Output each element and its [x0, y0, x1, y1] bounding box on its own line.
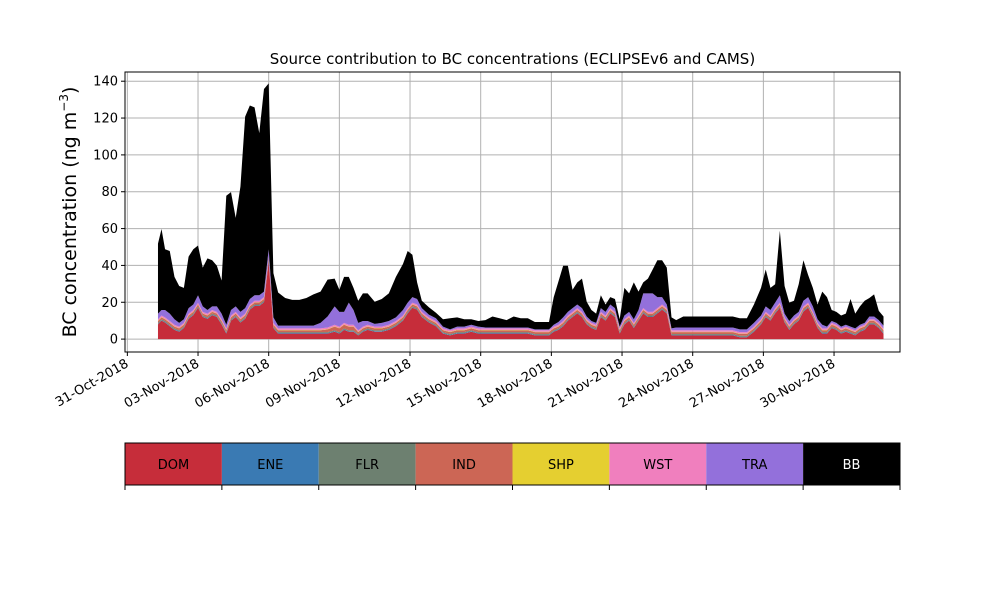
y-axis-label-exponent: −3 [57, 94, 71, 112]
y-tick-label: 100 [93, 148, 118, 163]
legend-swatch-tra [706, 443, 804, 485]
legend-swatch-flr [318, 443, 416, 485]
legend-label-wst: WST [643, 458, 672, 473]
legend-swatch-bb [803, 443, 900, 485]
y-axis-label-close: ) [59, 87, 81, 94]
area-series-dom [157, 261, 884, 340]
y-tick-label: 40 [101, 259, 118, 274]
y-tick-label: 120 [93, 112, 118, 127]
legend-swatch-wst [609, 443, 707, 485]
legend-label-shp: SHP [548, 458, 574, 473]
y-tick-label: 60 [101, 222, 118, 237]
legend-swatch-shp [512, 443, 610, 485]
y-axis-label-main: BC concentration (ng m [59, 112, 81, 338]
legend-swatch-dom [125, 443, 222, 485]
y-tick-label: 80 [101, 185, 118, 200]
legend-label-tra: TRA [741, 458, 767, 473]
legend-label-dom: DOM [158, 458, 189, 473]
y-axis: 0 20 40 60 80 100 120 140 [93, 75, 125, 348]
y-tick-label: 140 [93, 75, 118, 90]
legend-label-ene: ENE [257, 458, 283, 473]
legend-label-flr: FLR [355, 458, 379, 473]
chart-title: Source contribution to BC concentrations… [270, 50, 755, 68]
y-tick-label: 0 [110, 333, 118, 348]
area-series-bb [157, 83, 884, 330]
y-axis-label: BC concentration (ng m−3) [57, 87, 81, 338]
stacked-area-layer [157, 83, 884, 340]
legend-label-ind: IND [452, 458, 476, 473]
plot-frame [124, 71, 901, 353]
legend-swatch-ind [415, 443, 513, 485]
legend-swatch-ene [221, 443, 319, 485]
legend-label-bb: BB [843, 458, 861, 473]
legend: DOM ENE FLR IND SHP WST TRA BB [124, 442, 901, 490]
y-tick-label: 20 [101, 296, 118, 311]
